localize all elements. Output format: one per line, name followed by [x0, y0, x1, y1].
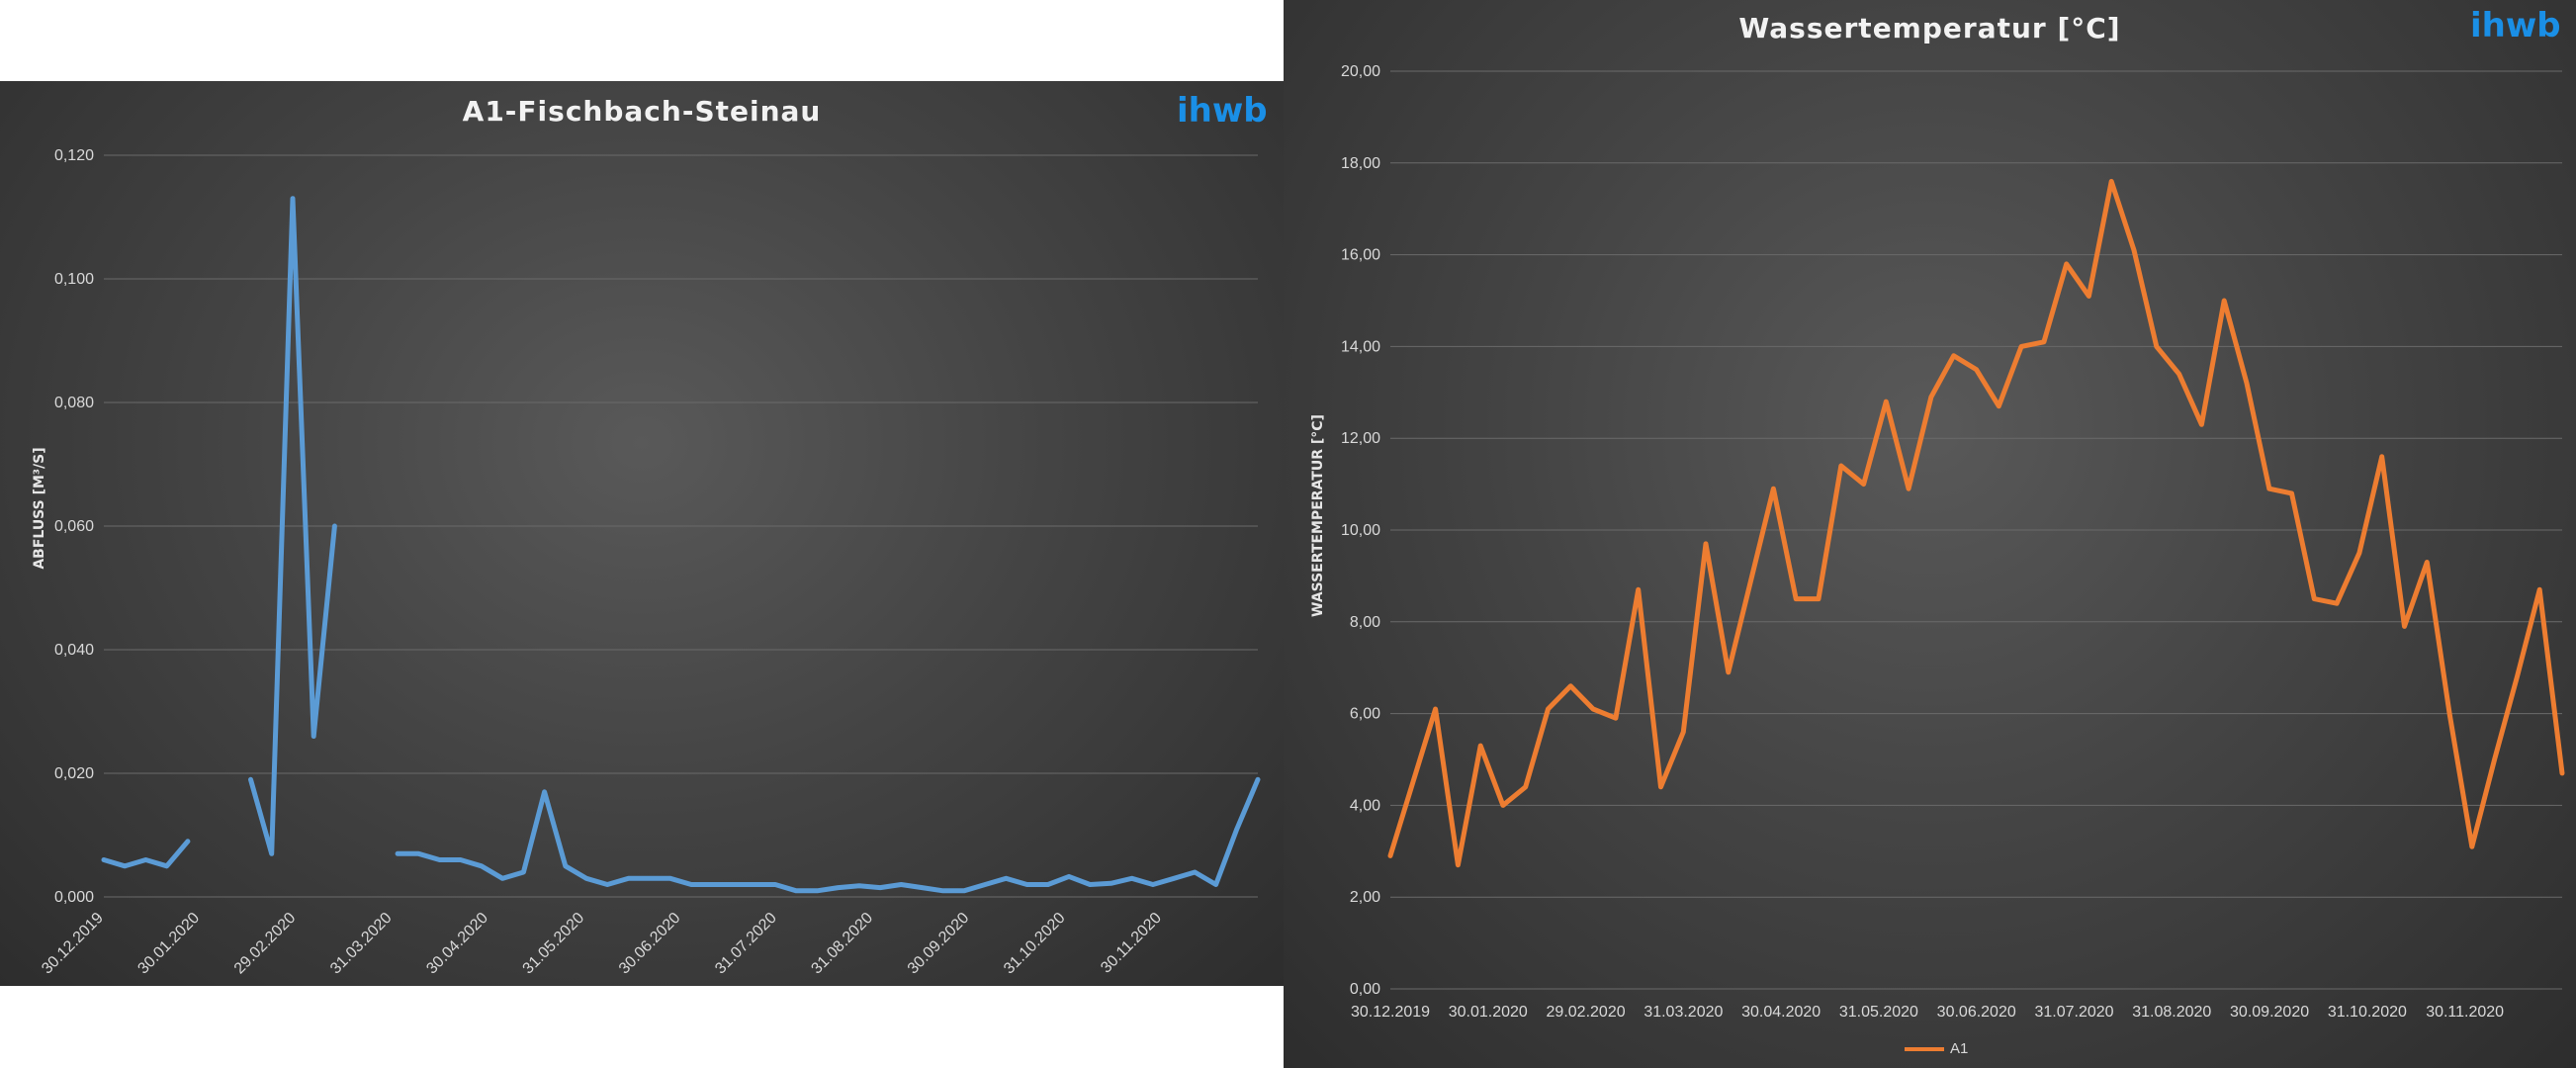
x-tick-label: 31.10.2020 — [1001, 910, 1069, 978]
legend-swatch — [1905, 1046, 1944, 1051]
y-tick-label: 0,000 — [54, 889, 94, 906]
y-tick-label: 20,00 — [1341, 63, 1380, 80]
x-tick-label: 29.02.2020 — [231, 910, 300, 978]
y-tick-label: 0,040 — [54, 642, 94, 659]
y-tick-label: 0,080 — [54, 395, 94, 411]
brand-logo: ihwb — [1177, 91, 1268, 131]
x-tick-label: 31.05.2020 — [1839, 1004, 1918, 1021]
x-tick-label: 30.01.2020 — [134, 910, 203, 978]
x-tick-label: 30.06.2020 — [616, 910, 684, 978]
chart-title: A1-Fischbach-Steinau — [462, 95, 822, 128]
y-tick-label: 0,020 — [54, 765, 94, 782]
y-tick-label: 0,100 — [54, 271, 94, 288]
discharge-chart-panel: A1-Fischbach-Steinau ihwb ABFLUSS [M³/S]… — [0, 81, 1284, 986]
legend: A1 — [1905, 1040, 1968, 1057]
x-tick-label: 31.03.2020 — [327, 910, 396, 978]
legend-label: A1 — [1950, 1040, 1969, 1057]
x-tick-label: 30.01.2020 — [1449, 1004, 1528, 1021]
brand-logo: ihwb — [2470, 6, 2561, 45]
x-tick-label: 30.12.2019 — [1351, 1004, 1430, 1021]
y-tick-label: 12,00 — [1341, 430, 1380, 447]
y-tick-label: 4,00 — [1350, 797, 1380, 814]
x-tick-label: 30.11.2020 — [2426, 1004, 2504, 1021]
y-tick-label: 14,00 — [1341, 338, 1380, 355]
x-tick-label: 30.11.2020 — [1098, 910, 1165, 977]
y-tick-label: 16,00 — [1341, 247, 1380, 264]
series-line — [101, 196, 1261, 894]
y-tick-label: 10,00 — [1341, 522, 1380, 539]
temperature-chart-panel: Wassertemperatur [°C] ihwb WASSERTEMPERA… — [1284, 0, 2576, 1068]
x-tick-label: 30.09.2020 — [2230, 1004, 2309, 1021]
temperature-chart-plot: 0,00 2,00 4,00 6,00 8,00 10,00 12,00 14,00 16,00… — [1341, 63, 2565, 1021]
x-tick-label: 30.12.2019 — [39, 910, 107, 978]
x-tick-label: 30.04.2020 — [423, 910, 491, 978]
x-tick-label: 31.08.2020 — [808, 910, 876, 978]
x-tick-label: 31.07.2020 — [2034, 1004, 2113, 1021]
y-tick-label: 6,00 — [1350, 706, 1380, 723]
x-tick-label: 30.04.2020 — [1741, 1004, 1821, 1021]
x-tick-label: 31.03.2020 — [1643, 1004, 1723, 1021]
x-tick-label: 31.08.2020 — [2132, 1004, 2211, 1021]
x-tick-label: 31.07.2020 — [712, 910, 780, 978]
y-tick-label: 0,120 — [54, 147, 94, 164]
x-tick-label: 29.02.2020 — [1547, 1004, 1626, 1021]
x-tick-label: 30.06.2020 — [1937, 1004, 2016, 1021]
y-tick-label: 0,00 — [1350, 981, 1380, 998]
series-line — [1387, 178, 2565, 868]
x-tick-label: 31.10.2020 — [2328, 1004, 2407, 1021]
y-tick-label: 2,00 — [1350, 889, 1380, 906]
y-tick-label: 18,00 — [1341, 155, 1380, 172]
chart-title: Wassertemperatur [°C] — [1738, 12, 2121, 44]
y-tick-label: 8,00 — [1350, 614, 1380, 631]
discharge-chart-plot: 0,000 0,020 0,040 0,060 0,080 0,100 0,120 30.12… — [39, 147, 1261, 978]
x-tick-label: 30.09.2020 — [905, 910, 973, 978]
y-tick-label: 0,060 — [54, 518, 94, 535]
x-tick-label: 31.05.2020 — [520, 910, 588, 978]
